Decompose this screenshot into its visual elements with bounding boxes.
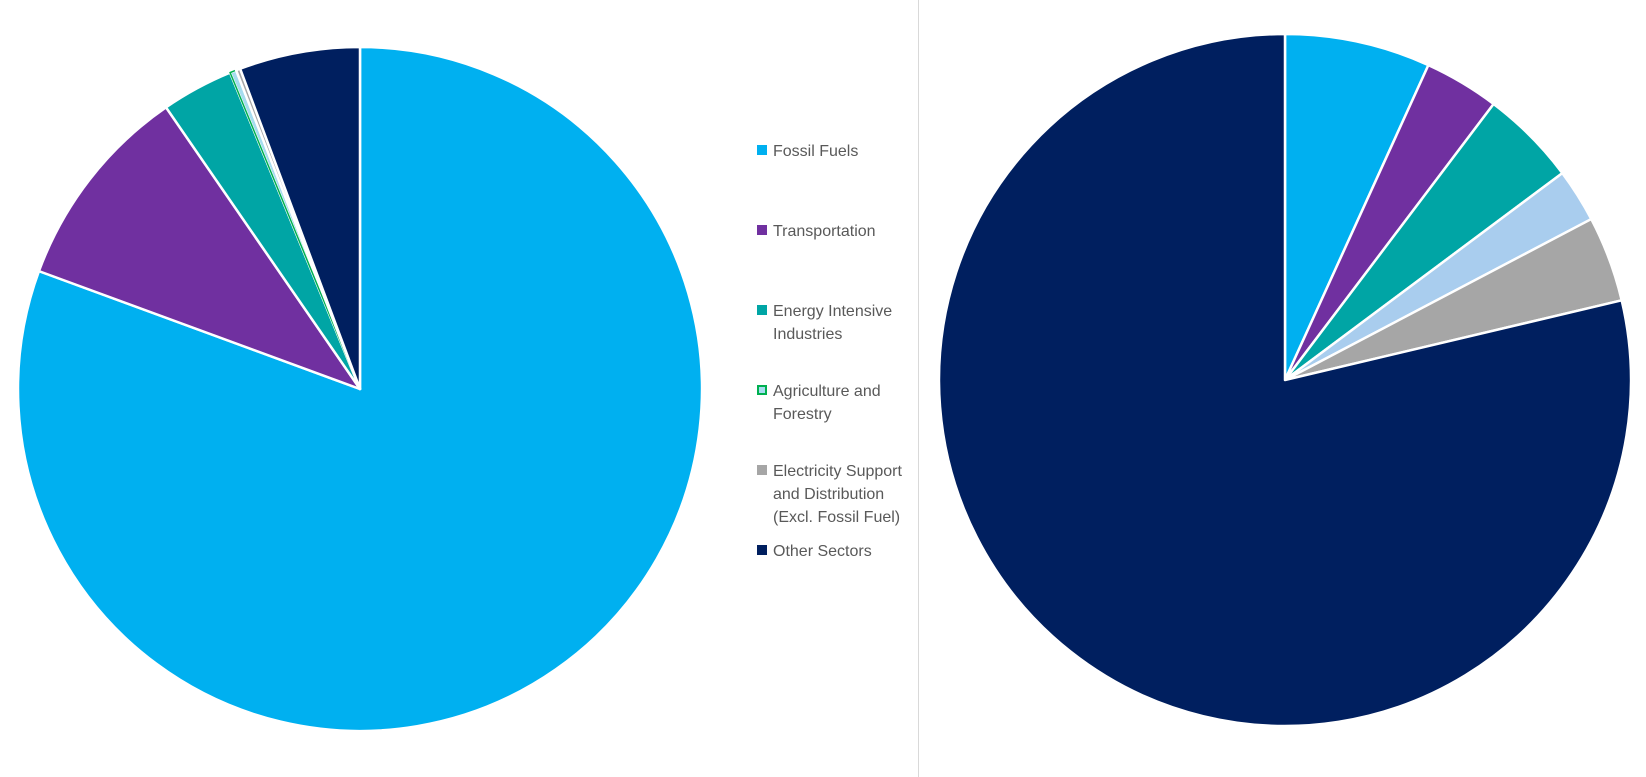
square-swatch-icon [757, 385, 767, 395]
legend-item-transportation[interactable]: Transportation [757, 220, 917, 243]
legend-item-electricity-support[interactable]: Electricity Support and Distribution (Ex… [757, 460, 917, 529]
pie-chart-left [16, 45, 704, 733]
pie-slice-other-sectors[interactable] [937, 32, 1633, 728]
legend-label: Agriculture and Forestry [773, 383, 881, 423]
square-swatch-icon [757, 145, 767, 155]
square-swatch-icon [757, 305, 767, 315]
legend-item-agriculture-and-forestry[interactable]: Agriculture and Forestry [757, 380, 917, 426]
legend: Fossil Fuels Transportation Energy Inten… [757, 0, 917, 777]
legend-item-other-sectors[interactable]: Other Sectors [757, 540, 917, 563]
pie-slice-fossil-fuels[interactable] [1283, 32, 1430, 382]
legend-label: Other Sectors [773, 543, 872, 560]
pie-slice-transportation[interactable] [37, 106, 362, 391]
legend-label: Energy Intensive Industries [773, 303, 893, 343]
legend-label: Transportation [773, 223, 876, 240]
square-swatch-icon [757, 545, 767, 555]
legend-label: Fossil Fuels [773, 143, 859, 160]
legend-item-fossil-fuels[interactable]: Fossil Fuels [757, 140, 917, 163]
legend-label: Electricity Support and Distribution (Ex… [773, 463, 902, 526]
pie-slice-other-sectors[interactable] [238, 45, 362, 391]
square-swatch-icon [757, 225, 767, 235]
pie-slice-fossil-fuels[interactable] [16, 45, 704, 733]
square-swatch-icon [757, 465, 767, 475]
chart-divider [918, 0, 919, 777]
pie-chart-right [937, 32, 1633, 728]
legend-item-energy-intensive-industries[interactable]: Energy Intensive Industries [757, 300, 917, 346]
